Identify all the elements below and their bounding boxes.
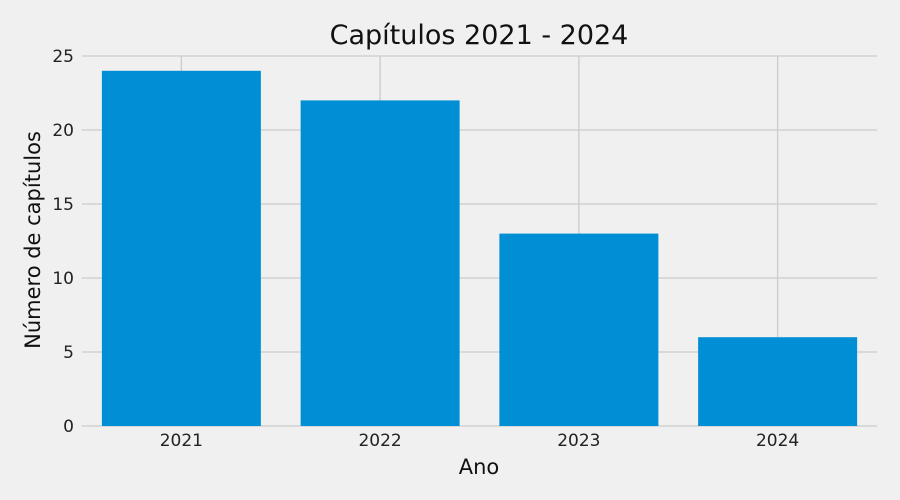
x-axis-ticks: 2021 2022 2023 2024 bbox=[160, 431, 800, 451]
y-axis-ticks: 0 5 10 15 20 25 bbox=[52, 47, 74, 437]
y-tick-label: 25 bbox=[52, 47, 74, 67]
bar-2023 bbox=[499, 233, 659, 426]
x-tick-label: 2023 bbox=[557, 431, 600, 451]
bar-2022 bbox=[300, 100, 460, 427]
bars bbox=[101, 70, 858, 427]
y-tick-label: 0 bbox=[63, 417, 74, 437]
bar-2021 bbox=[101, 70, 261, 427]
y-axis-title: Número de capítulos bbox=[21, 131, 45, 349]
x-tick-label: 2024 bbox=[756, 431, 799, 451]
y-tick-label: 15 bbox=[52, 195, 74, 215]
chart-title: Capítulos 2021 - 2024 bbox=[330, 20, 629, 51]
y-tick-label: 20 bbox=[52, 121, 74, 141]
x-tick-label: 2022 bbox=[358, 431, 401, 451]
x-axis-title: Ano bbox=[459, 455, 500, 479]
y-tick-label: 10 bbox=[52, 269, 74, 289]
x-tick-label: 2021 bbox=[160, 431, 203, 451]
y-tick-label: 5 bbox=[63, 343, 74, 363]
bar-2024 bbox=[698, 337, 858, 426]
